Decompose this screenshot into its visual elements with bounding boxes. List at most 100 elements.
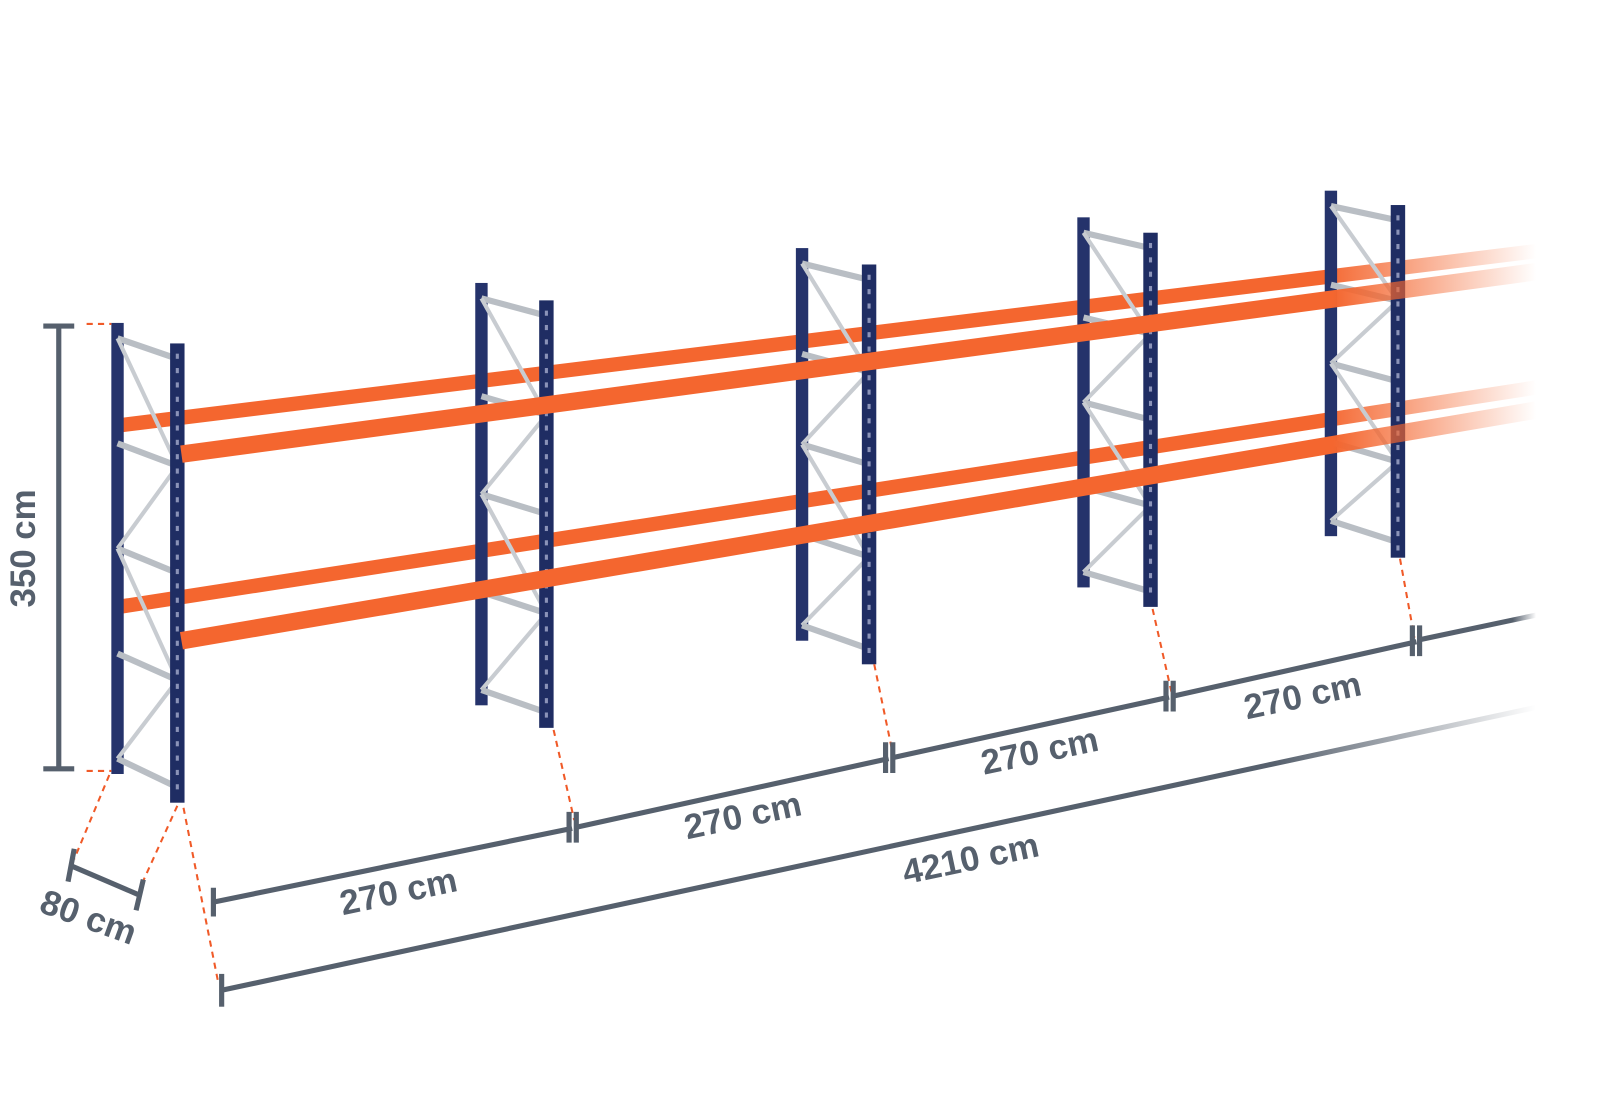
upright-hole [1148, 357, 1153, 363]
upright-hole [867, 590, 871, 596]
upright-hole [175, 784, 179, 790]
brace [115, 337, 180, 467]
upright-hole [1148, 558, 1153, 564]
upright-hole [867, 475, 871, 481]
upright-hole [175, 554, 179, 560]
brace [1082, 229, 1152, 252]
brace [1330, 203, 1399, 224]
upright-hole [175, 382, 179, 388]
bay-label: 270 cm [1240, 665, 1364, 728]
upright-hole [175, 655, 179, 661]
brace [800, 555, 871, 627]
guide-lines [73, 322, 1416, 985]
upright-hole [1148, 544, 1153, 550]
upright-hole [544, 497, 548, 503]
upright-hole [175, 497, 179, 503]
brace [115, 464, 179, 550]
brace [1082, 399, 1152, 423]
upright-hole [1148, 257, 1153, 263]
upright-hole [544, 468, 548, 474]
upright-hole [1396, 373, 1400, 379]
brace [480, 295, 548, 319]
upright-hole [867, 375, 871, 381]
upright-hole [175, 353, 179, 359]
bay-label: 270 cm [978, 720, 1102, 783]
frames [111, 190, 1406, 803]
upright-hole [1396, 502, 1400, 508]
total-dimension [221, 704, 1537, 993]
brace [801, 260, 870, 283]
upright-hole [867, 533, 871, 539]
brace [1329, 362, 1400, 463]
upright-hole [867, 604, 871, 610]
upright-hole [1148, 343, 1153, 349]
upright-hole [1148, 501, 1153, 507]
upright-hole [175, 712, 179, 718]
upright-hole [175, 439, 179, 445]
upright-hole [867, 647, 871, 654]
upright-hole [544, 425, 548, 431]
upright-hole [544, 626, 548, 632]
upright-hole [867, 389, 871, 395]
upright-hole [544, 511, 548, 517]
brace [801, 622, 871, 652]
upright-hole [175, 454, 179, 460]
upright-hole [1396, 243, 1400, 250]
upright-hole [1396, 487, 1400, 494]
upright-hole [1396, 258, 1400, 264]
beam [179, 401, 1538, 650]
brace [116, 650, 179, 684]
bay-label: 270 cm [336, 860, 460, 923]
brace [1329, 299, 1400, 365]
upright-hole [175, 482, 179, 488]
upright-hole [1148, 286, 1153, 292]
upright-hole [867, 418, 871, 424]
upright-hole [1148, 372, 1153, 378]
upright-hole [544, 554, 548, 560]
dashed-guide [73, 322, 1416, 985]
bay-dimension-continuation [1419, 612, 1537, 643]
upright-hole [867, 576, 871, 582]
upright-hole [1148, 415, 1153, 421]
upright-hole [544, 353, 548, 359]
depth-label: 80 cm [35, 882, 142, 952]
upright-hole [1148, 443, 1153, 450]
upright-hole [175, 755, 179, 761]
total-label: 4210 cm [899, 826, 1042, 893]
brace [479, 611, 548, 692]
bay-dimension [210, 811, 579, 917]
upright-hole [1148, 386, 1153, 392]
upright-hole [175, 396, 179, 402]
upright-hole [1396, 301, 1400, 307]
upright-hole [175, 511, 179, 517]
upright-hole [1148, 242, 1153, 249]
brace [801, 441, 870, 468]
upright-hole [544, 439, 548, 445]
upright-hole [1148, 515, 1153, 521]
brace [480, 687, 548, 716]
upright-hole [544, 597, 548, 603]
rack-frame [111, 322, 185, 803]
upright-hole [175, 626, 179, 632]
upright-hole [1396, 401, 1400, 407]
upright-hole [867, 561, 871, 567]
upright-hole [175, 640, 179, 646]
brace [800, 262, 871, 374]
upright-hole [175, 597, 179, 603]
upright-hole [1396, 358, 1400, 364]
brace [1081, 401, 1153, 507]
rack-frame [795, 248, 877, 665]
upright-hole [544, 454, 548, 460]
upright-hole [544, 324, 548, 331]
beam [180, 263, 1538, 463]
upright-hole [1396, 531, 1400, 537]
brace [1329, 517, 1399, 546]
upright-hole [1396, 473, 1400, 479]
upright-hole [867, 547, 871, 553]
brace [479, 413, 548, 496]
upright-hole [867, 403, 871, 410]
brace [479, 297, 549, 416]
bay-label: 270 cm [681, 785, 805, 848]
upright-hole [1396, 545, 1400, 551]
